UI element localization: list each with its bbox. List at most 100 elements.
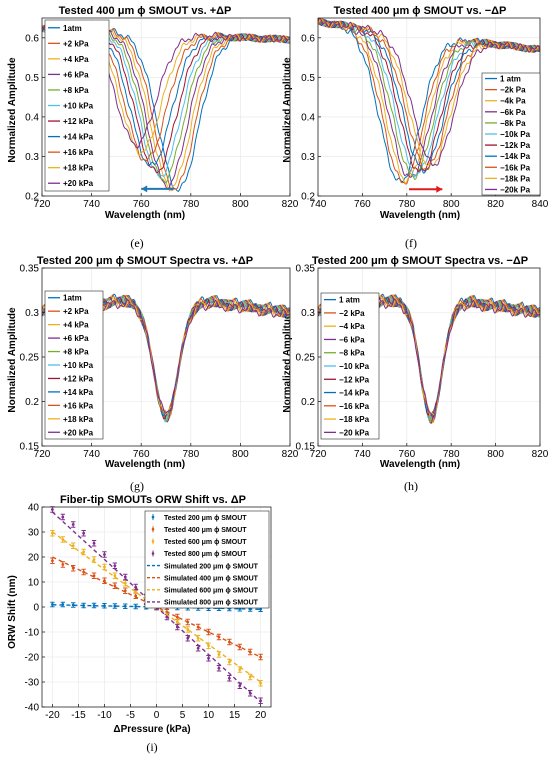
legend-marker: [151, 515, 155, 519]
panel-i-xlabel: ΔPressure (kPa): [113, 724, 190, 735]
legend-label: Tested 800 μm ϕ SMOUT: [164, 551, 247, 558]
spectrum-line: [317, 20, 540, 180]
panel-g-ylabel: Normalized Amplitude: [7, 307, 18, 413]
y-tick-label: -40: [25, 703, 40, 714]
x-tick-label: 740: [310, 199, 327, 210]
data-point: [82, 531, 86, 535]
panel-h: Tested 200 μm ϕ SMOUT Spectra vs. −ΔP Wa…: [282, 255, 528, 493]
spectrum-line: [317, 18, 541, 171]
panel-g: Tested 200 μm ϕ SMOUT Spectra vs. +ΔP Wa…: [7, 255, 253, 493]
legend-label: 1 atm: [500, 75, 521, 84]
data-point: [51, 559, 54, 563]
x-tick-label: 0: [154, 710, 160, 721]
data-point: [71, 523, 75, 526]
data-point: [186, 628, 190, 631]
legend-marker: [151, 540, 155, 543]
panel-g-xlabel: Wavelength (nm): [105, 459, 185, 470]
x-tick-label: 15: [229, 710, 241, 721]
panel-f-sublabel: (f): [405, 236, 417, 250]
panel-e: Tested 400 μm ϕ SMOUT vs. +ΔP Wavelength…: [7, 5, 231, 250]
y-tick-label: 0.2: [25, 397, 39, 408]
x-tick-label: 800: [232, 449, 249, 460]
data-point: [61, 515, 65, 519]
panel-e-xlabel: Wavelength (nm): [105, 210, 185, 221]
panel-g-title: Tested 200 μm ϕ SMOUT Spectra vs. +ΔP: [37, 255, 253, 267]
panel-e-sublabel: (e): [130, 236, 143, 250]
panel-h-xlabel: Wavelength (nm): [380, 459, 460, 470]
data-point: [259, 655, 262, 659]
legend-marker: [151, 552, 155, 555]
y-tick-label: 0.3: [25, 308, 39, 319]
y-tick-label: 0.4: [301, 112, 315, 123]
y-tick-label: 0.3: [25, 152, 39, 163]
data-point: [196, 636, 200, 640]
data-point: [227, 676, 231, 680]
data-point: [113, 574, 117, 578]
legend-label: 1atm: [63, 24, 82, 33]
y-tick-label: 0.35: [296, 264, 316, 275]
panel-f-series: [317, 17, 541, 193]
legend-label: −14k Pa: [500, 152, 531, 161]
panel-h-plot: 720 740 760 780 800 820 0.15 0.2 0.25 0.3 0.35 1 at…: [296, 264, 549, 461]
x-tick-label: -20: [45, 710, 60, 721]
x-tick-label: 780: [182, 199, 199, 210]
panel-h-sublabel: (h): [404, 479, 418, 493]
panel-f-title: Tested 400 μm ϕ SMOUT vs. −ΔP: [334, 5, 507, 17]
y-tick-label: 40: [28, 503, 40, 514]
y-tick-label: 0.6: [301, 33, 315, 44]
y-tick-label: 0.15: [20, 442, 40, 453]
legend-label: +20 kPa: [63, 428, 94, 437]
x-tick-label: 820: [532, 449, 549, 460]
data-point: [103, 565, 106, 569]
y-tick-label: 0.2: [301, 397, 315, 408]
data-point: [113, 564, 117, 568]
x-tick-label: -15: [71, 710, 86, 721]
panel-h-ylabel: Normalized Amplitude: [282, 307, 293, 413]
y-tick-label: 0.35: [20, 264, 40, 275]
y-tick-label: 0.5: [25, 73, 39, 84]
axes-box: [41, 17, 291, 197]
data-point: [259, 681, 262, 685]
legend-label: +18 kPa: [63, 164, 94, 173]
panel-i-ylabel: ORW Shift (nm): [7, 575, 18, 649]
x-tick-label: 800: [487, 449, 504, 460]
y-tick-label: 0.3: [301, 152, 315, 163]
legend-label: −20k Pa: [500, 185, 531, 194]
x-tick-label: 840: [532, 199, 549, 210]
y-tick-label: -20: [25, 653, 40, 664]
legend-label: −8k Pa: [500, 119, 526, 128]
x-tick-label: -5: [126, 710, 135, 721]
data-point: [103, 553, 106, 556]
legend-label: +8 kPa: [63, 86, 89, 95]
legend-label: +6 kPa: [63, 70, 89, 79]
legend-label: +8 kPa: [63, 348, 89, 357]
data-point: [175, 615, 179, 619]
legend-label: Simulated 400 μm ϕ SMOUT: [164, 575, 259, 582]
legend-label: −18k Pa: [500, 174, 531, 183]
x-tick-label: 760: [133, 449, 150, 460]
data-point: [61, 563, 65, 566]
legend-label: −2 kPa: [339, 309, 365, 318]
panel-g-plot: 720 740 760 780 800 820 0.15 0.2 0.25 0.3 0.35 1atm…: [20, 264, 299, 461]
data-point: [207, 644, 210, 648]
legend-label: +14 kPa: [63, 388, 94, 397]
panel-e-plot: 720 740 760 780 800 820 0.2 0.3 0.4 0.5 0.6 1atm +2 …: [25, 17, 299, 210]
x-tick-label: 760: [133, 199, 150, 210]
legend-label: +16 kPa: [63, 401, 94, 410]
legend-label: Simulated 600 μm ϕ SMOUT: [164, 588, 259, 595]
data-point: [238, 668, 242, 671]
x-tick-label: 820: [282, 449, 299, 460]
legend-label: +12 kPa: [63, 374, 94, 383]
data-point: [92, 541, 96, 545]
legend-label: −2k Pa: [500, 86, 526, 95]
data-point: [92, 558, 96, 561]
data-point: [259, 607, 262, 611]
legend-label: −18 kPa: [339, 415, 370, 424]
y-tick-label: 30: [28, 528, 40, 539]
legend-label: Simulated 800 μm ϕ SMOUT: [164, 600, 259, 607]
legend-label: Tested 600 μm ϕ SMOUT: [164, 539, 247, 546]
data-point: [217, 666, 221, 670]
legend-label: −16 kPa: [339, 402, 370, 411]
panel-e-legend: 1atm +2 kPa +4 kPa +6 kPa +8 kPa +10 kPa +12 k…: [44, 19, 110, 192]
